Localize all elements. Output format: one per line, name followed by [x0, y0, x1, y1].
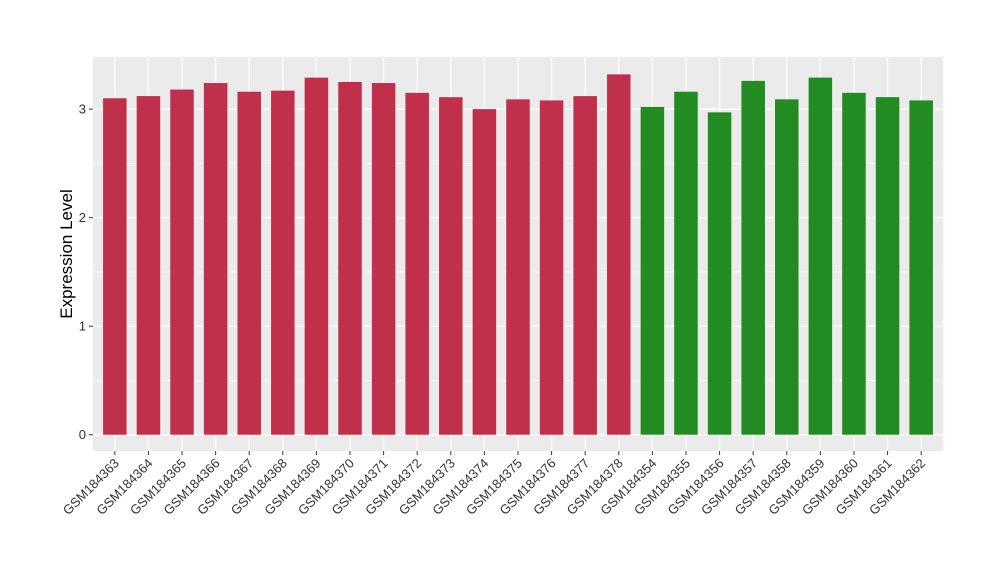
bar-GSM184356 — [707, 112, 732, 435]
y-tick-label: 0 — [79, 427, 86, 442]
y-tick-label: 3 — [79, 102, 86, 117]
bar-GSM184371 — [371, 83, 396, 435]
bar-GSM184363 — [103, 98, 127, 435]
bar-GSM184373 — [439, 97, 463, 435]
bar-GSM184369 — [304, 77, 329, 435]
bar-GSM184375 — [506, 99, 530, 435]
y-axis-title: Expression Level — [57, 189, 76, 318]
bar-GSM184376 — [539, 100, 564, 435]
bar-GSM184370 — [338, 81, 362, 435]
bar-GSM184365 — [170, 89, 194, 435]
bars — [103, 74, 933, 435]
y-tick-label: 1 — [79, 319, 86, 334]
y-tick-label: 2 — [79, 210, 86, 225]
bar-GSM184372 — [405, 92, 429, 435]
bar-GSM184358 — [775, 99, 799, 435]
bar-GSM184367 — [237, 91, 261, 435]
bar-GSM184354 — [640, 106, 665, 435]
bar-GSM184364 — [136, 96, 161, 435]
bar-GSM184362 — [909, 100, 933, 435]
bar-GSM184377 — [573, 96, 597, 435]
bar-GSM184359 — [808, 77, 833, 435]
y-axis: 0 1 2 3 — [79, 102, 93, 442]
x-axis: GSM184363GSM184364GSM184365GSM184366GSM1… — [60, 451, 928, 518]
bar-GSM184374 — [472, 109, 497, 435]
bar-GSM184357 — [741, 80, 765, 435]
bar-GSM184378 — [607, 74, 631, 435]
bar-GSM184355 — [674, 91, 698, 435]
bar-GSM184360 — [842, 92, 866, 435]
bar-GSM184366 — [203, 83, 228, 435]
bar-GSM184368 — [271, 90, 295, 435]
bar-GSM184361 — [875, 97, 900, 435]
